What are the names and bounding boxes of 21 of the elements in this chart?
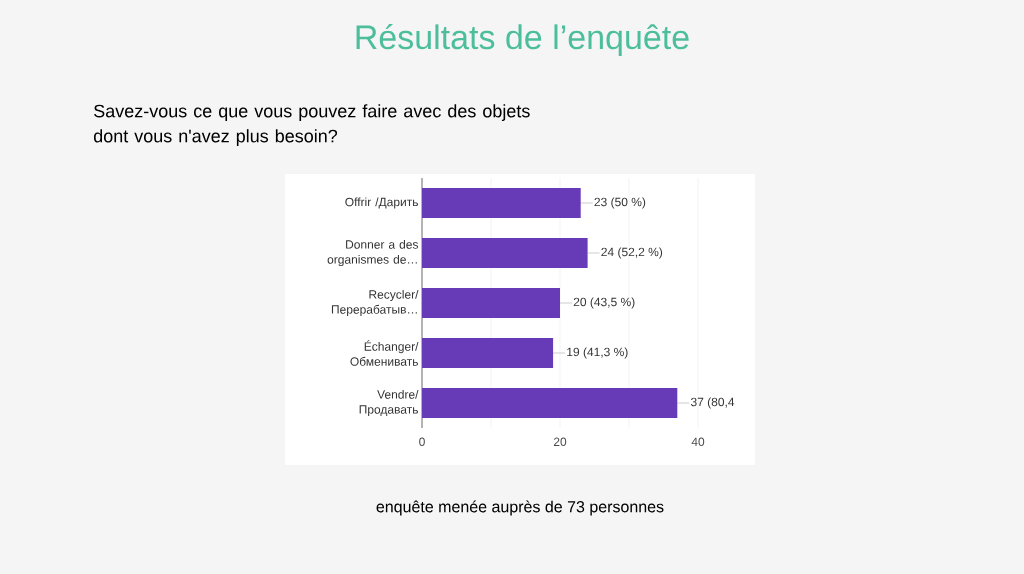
x-tick-label: 0 [419,437,425,447]
bar [422,188,581,218]
x-tick-label: 40 [691,437,705,447]
chart-subtitle: Savez-vous ce que vous pouvez faire avec des objets dont vous n'avez plus besoin? [93,104,530,146]
y-tick-label: Échanger/ Обменивать [350,340,419,366]
data-label: 37 (80,4 [690,397,735,409]
y-tick-label: Donner a des organismes de… [327,239,419,267]
bar [422,338,554,368]
data-label: 23 (50 %) [594,197,646,209]
y-tick-label: Vendre/ Продавать [359,389,419,417]
bar [422,388,678,418]
data-label: 20 (43,5 %) [573,297,635,309]
y-tick-label: Offrir /Дарить [345,197,418,209]
text: enquête menée auprès de 73 personnes [376,500,664,516]
x-tick-label: 20 [553,437,567,447]
bar [422,288,560,318]
bar [422,238,588,268]
y-tick-label: Recycler/ Перерабатыв… [331,289,419,317]
chart-title: Résultats de l’enquête [356,23,689,57]
data-label: 24 (52,2 %) [601,247,663,259]
data-label: 19 (41,3 %) [567,347,628,359]
